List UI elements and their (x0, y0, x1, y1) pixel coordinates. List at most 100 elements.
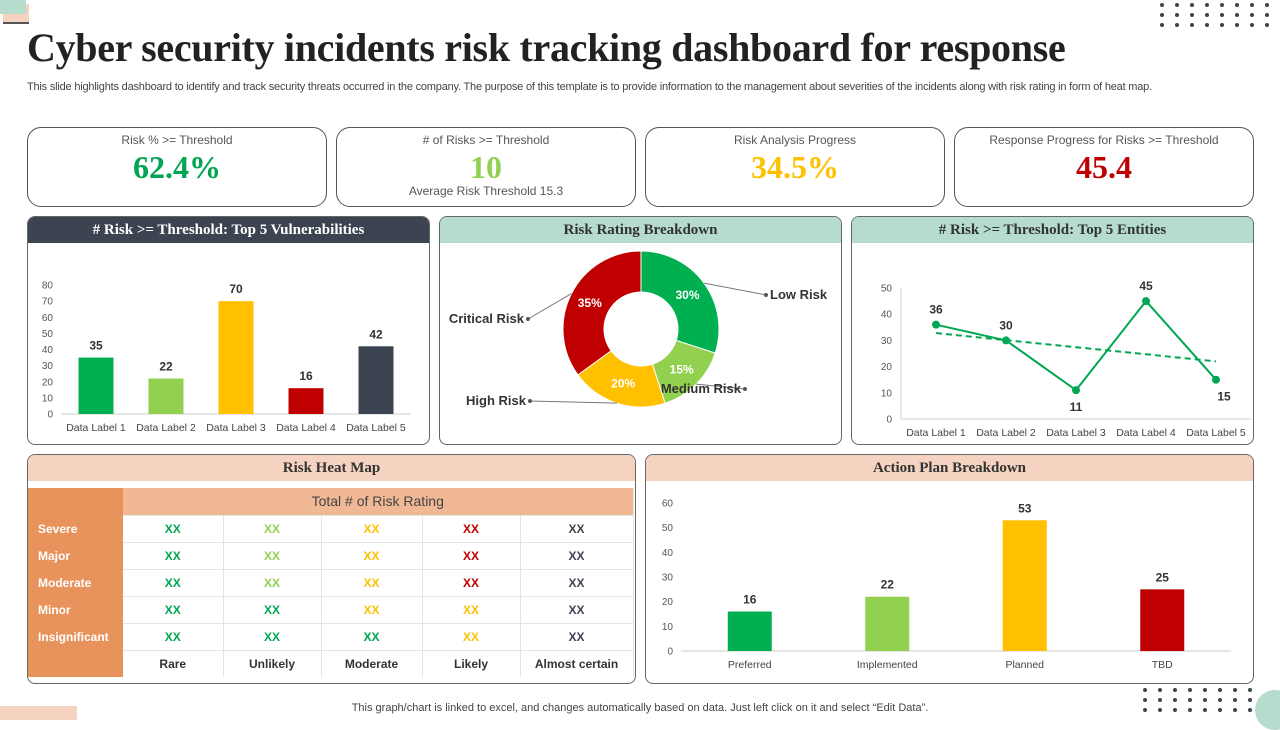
donut-slice (562, 250, 642, 376)
dot (1203, 708, 1207, 712)
x-tick-label: Data Label 2 (136, 422, 196, 434)
bar (1140, 589, 1185, 651)
x-tick-label: Data Label 5 (1186, 427, 1246, 439)
leader-line (696, 383, 746, 390)
y-tick-label: 0 (47, 410, 53, 421)
bar (865, 596, 910, 651)
heat-map-header: Total # of Risk Rating (123, 488, 634, 516)
dot (1205, 3, 1209, 7)
dot (1218, 708, 1222, 712)
data-label: 25 (1156, 570, 1170, 584)
heat-map-cell: XX (223, 596, 322, 624)
y-tick-label: 10 (42, 393, 54, 404)
dot (1233, 698, 1237, 702)
x-tick-label: Planned (1005, 659, 1044, 671)
heat-map-cell: XX (520, 623, 634, 651)
slice-percent-label: 35% (578, 296, 602, 310)
dot (1188, 708, 1192, 712)
dot (1250, 3, 1254, 7)
heat-map-row-label: Moderate (28, 569, 123, 596)
dot (1248, 698, 1252, 702)
dot (1143, 708, 1147, 712)
data-label: 22 (159, 360, 173, 374)
dot (1143, 698, 1147, 702)
dot (1218, 688, 1222, 692)
dot (1248, 708, 1252, 712)
dot (1158, 698, 1162, 702)
data-point (1002, 336, 1010, 345)
vulnerabilities-panel: # Risk >= Threshold: Top 5 Vulnerabiliti… (27, 216, 430, 445)
heat-map-cell: XX (321, 542, 423, 570)
trend-line (935, 332, 1217, 363)
heat-map-cell: XX (321, 596, 423, 624)
x-tick-label: Data Label 1 (66, 422, 126, 434)
dot (1203, 698, 1207, 702)
kpi-card-analysis-progress: Risk Analysis Progress 34.5% (645, 127, 945, 207)
donut-slice (640, 250, 720, 354)
heat-map-row-label (28, 650, 123, 677)
risk-rating-donut-chart: 30% Low Risk 15% Medium Risk 20% High Risk 35%… (449, 250, 828, 408)
data-label: 15 (1217, 390, 1231, 404)
dot (1265, 23, 1269, 27)
panel-title: Risk Rating Breakdown (440, 217, 841, 243)
action-plan-bar-chart: 0 10 20 30 40 50 60 16 Preferred 22 Implemented 53 P… (662, 499, 1231, 671)
dot (1265, 13, 1269, 17)
heat-map-row-label: Minor (28, 596, 123, 623)
data-label: 35 (89, 339, 103, 353)
heat-map-row-label: Major (28, 542, 123, 569)
heat-map-cell: XX (321, 569, 423, 597)
data-label: 53 (1018, 501, 1032, 515)
bar (727, 611, 772, 651)
decor-dots (1143, 688, 1254, 712)
page-description: This slide highlights dashboard to ident… (27, 81, 1152, 93)
bar (218, 301, 254, 414)
heat-map-cell: XX (123, 569, 224, 597)
heat-map-cell: XX (123, 542, 224, 570)
y-tick-label: 0 (886, 415, 892, 426)
heat-map-column-label: Moderate (321, 650, 423, 677)
y-tick-label: 70 (42, 297, 54, 308)
decor-dots (1160, 3, 1271, 27)
bar (358, 346, 394, 414)
kpi-value: 45.4 (1076, 149, 1132, 185)
dot (1160, 3, 1164, 7)
entities-line-chart: 0 10 20 30 40 50 36 Data Label 1 30 Data Label 2 1… (881, 279, 1251, 439)
heat-map-cell: XX (422, 569, 521, 597)
y-tick-label: 40 (42, 345, 54, 356)
dot (1160, 23, 1164, 27)
dot (1235, 3, 1239, 7)
data-label: 16 (299, 369, 313, 383)
heat-map-cell: XX (223, 515, 322, 543)
heat-map-column-label: Almost certain (520, 650, 634, 677)
heat-map-cell: XX (123, 515, 224, 543)
dot (1175, 3, 1179, 7)
dot (1173, 708, 1177, 712)
action-plan-panel: Action Plan Breakdown 0 10 20 30 40 50 60 16 Pre… (645, 454, 1254, 684)
y-tick-label: 30 (42, 361, 54, 372)
leader-line (527, 293, 572, 320)
panel-title: # Risk >= Threshold: Top 5 Entities (852, 217, 1253, 243)
panel-title: Action Plan Breakdown (646, 455, 1253, 481)
heat-map-cell: XX (321, 623, 423, 651)
y-tick-label: 0 (667, 647, 673, 658)
data-label: 30 (999, 318, 1013, 332)
bar (148, 378, 184, 414)
kpi-card-risk-count: # of Risks >= Threshold 10 Average Risk … (336, 127, 636, 207)
kpi-label: # of Risks >= Threshold (422, 133, 550, 147)
dot (1190, 3, 1194, 7)
y-tick-label: 40 (662, 548, 674, 559)
dot (1158, 708, 1162, 712)
heat-map-cell: XX (422, 596, 521, 624)
dot (1203, 688, 1207, 692)
bar (288, 388, 324, 414)
y-tick-label: 10 (881, 388, 893, 399)
dot (1173, 688, 1177, 692)
leader-dot (526, 317, 530, 321)
y-tick-label: 60 (42, 313, 54, 324)
leader-line (704, 282, 767, 296)
x-tick-label: Data Label 1 (906, 427, 966, 439)
heat-map-cell: XX (223, 542, 322, 570)
dot (1248, 688, 1252, 692)
slice-category-label: Critical Risk (449, 311, 525, 326)
x-tick-label: Data Label 3 (206, 422, 266, 434)
